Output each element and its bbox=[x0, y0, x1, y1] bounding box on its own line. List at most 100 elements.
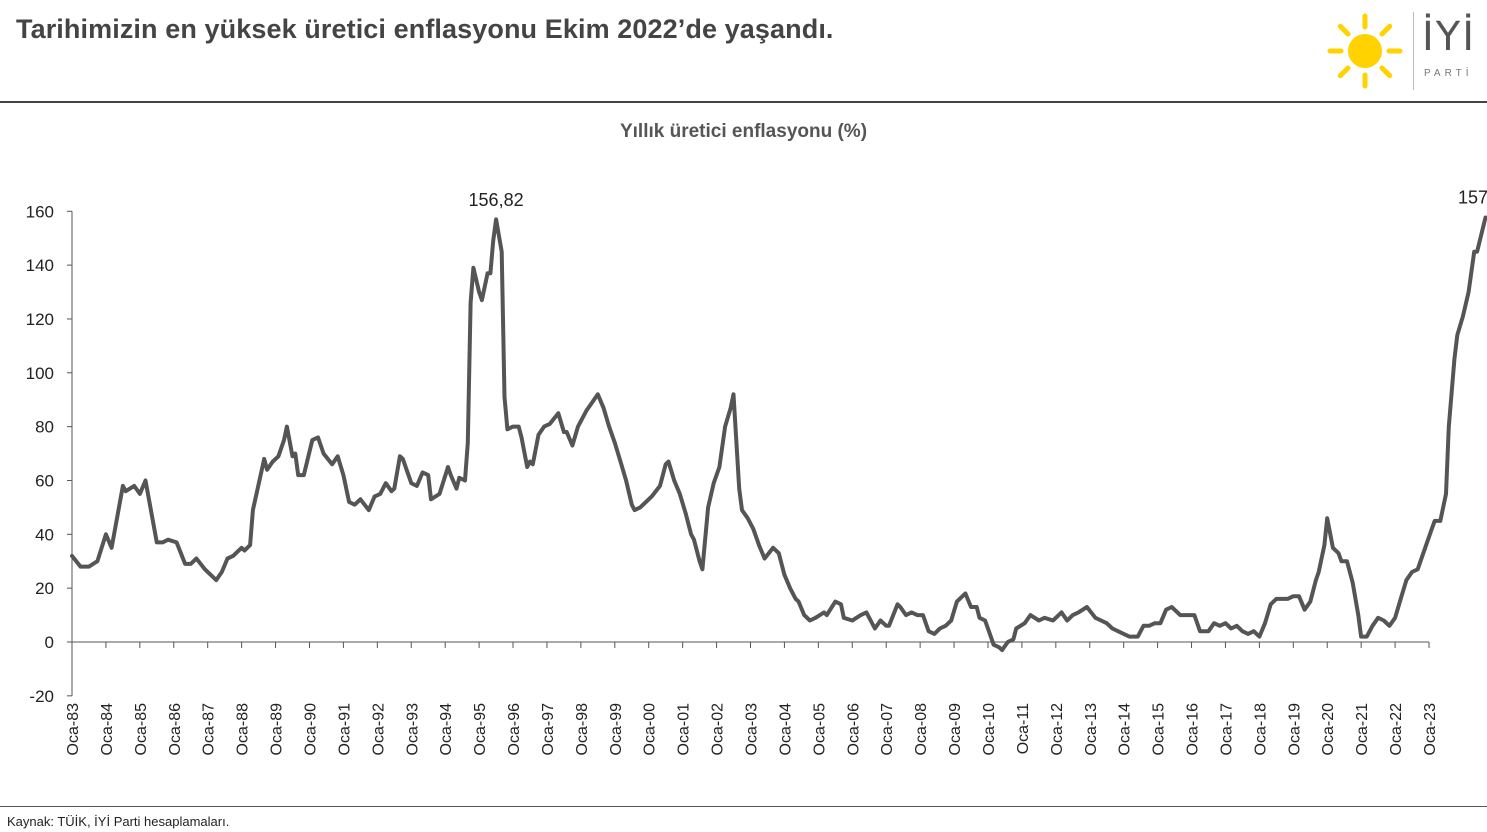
data-point bbox=[1314, 578, 1318, 582]
data-point bbox=[1472, 250, 1476, 254]
data-point bbox=[494, 217, 498, 221]
data-point bbox=[341, 473, 345, 477]
data-point bbox=[421, 470, 425, 474]
data-point bbox=[833, 600, 837, 604]
data-point bbox=[1059, 610, 1064, 615]
data-point bbox=[1421, 551, 1425, 555]
data-point bbox=[1339, 559, 1343, 563]
x-tick-label: Oca-16 bbox=[1185, 703, 1202, 756]
data-point bbox=[160, 540, 165, 545]
data-point bbox=[220, 570, 224, 574]
data-point bbox=[932, 632, 936, 636]
x-tick-label: Oca-14 bbox=[1117, 703, 1134, 756]
header-divider bbox=[0, 101, 1487, 103]
data-point bbox=[884, 624, 888, 628]
data-point bbox=[1286, 597, 1290, 601]
data-point bbox=[194, 556, 198, 561]
y-tick-label: 60 bbox=[35, 471, 54, 490]
data-point bbox=[282, 438, 286, 442]
data-point bbox=[293, 452, 297, 456]
data-point bbox=[839, 602, 843, 606]
data-point bbox=[969, 605, 973, 609]
data-point bbox=[1317, 570, 1321, 574]
peak-label: 156,82 bbox=[469, 190, 524, 210]
data-point bbox=[712, 481, 716, 485]
data-point bbox=[1455, 333, 1459, 337]
x-tick-label: Oca-85 bbox=[133, 703, 150, 756]
data-point bbox=[1184, 613, 1188, 617]
data-point bbox=[471, 266, 475, 270]
data-point bbox=[1336, 551, 1341, 555]
x-tick-label: Oca-88 bbox=[235, 703, 252, 756]
data-point bbox=[601, 406, 606, 410]
data-point bbox=[1297, 594, 1301, 598]
data-point bbox=[488, 271, 492, 275]
data-point bbox=[310, 438, 314, 442]
data-point bbox=[1246, 632, 1250, 636]
data-point bbox=[1164, 608, 1168, 612]
data-point bbox=[921, 613, 925, 617]
sun-ray bbox=[1337, 23, 1351, 37]
data-point bbox=[1071, 613, 1075, 617]
series-group bbox=[70, 215, 1487, 653]
data-point bbox=[138, 492, 142, 496]
x-tick-label: Oca-84 bbox=[99, 703, 116, 756]
data-point bbox=[1345, 559, 1349, 563]
data-point bbox=[873, 626, 877, 631]
data-point bbox=[613, 441, 617, 445]
x-tick-label: Oca-94 bbox=[438, 703, 455, 756]
data-point bbox=[1240, 629, 1244, 633]
data-point bbox=[271, 460, 275, 464]
x-tick-label: Oca-06 bbox=[845, 703, 862, 756]
data-point bbox=[302, 473, 306, 477]
sun-icon bbox=[1327, 13, 1403, 89]
data-point bbox=[689, 532, 693, 536]
data-point bbox=[633, 508, 637, 512]
data-point bbox=[276, 454, 280, 458]
data-point bbox=[797, 600, 801, 604]
x-tick-label: Oca-21 bbox=[1354, 703, 1371, 756]
sun-ray bbox=[1379, 65, 1393, 79]
data-point bbox=[1447, 425, 1451, 429]
data-point bbox=[166, 538, 170, 542]
x-tick-label: Oca-07 bbox=[879, 703, 896, 756]
x-tick-label: Oca-17 bbox=[1218, 703, 1235, 756]
data-point bbox=[1303, 608, 1307, 612]
data-point bbox=[1006, 640, 1010, 644]
data-point bbox=[678, 492, 682, 496]
logo-subtitle: PARTİ bbox=[1424, 68, 1473, 79]
data-point bbox=[378, 492, 382, 496]
data-point bbox=[1037, 618, 1041, 623]
data-point bbox=[511, 425, 515, 429]
data-point bbox=[794, 597, 798, 601]
data-point bbox=[124, 489, 128, 493]
x-tick-label: Oca-03 bbox=[744, 703, 761, 756]
data-point bbox=[842, 616, 846, 620]
data-point bbox=[242, 548, 247, 553]
data-point bbox=[225, 556, 230, 561]
data-point bbox=[1356, 613, 1360, 617]
x-tick-label: Oca-95 bbox=[472, 703, 489, 756]
data-point bbox=[1116, 629, 1120, 633]
data-point bbox=[1351, 581, 1355, 585]
data-point bbox=[607, 425, 611, 429]
data-point bbox=[822, 610, 826, 615]
data-point bbox=[859, 613, 863, 617]
data-point bbox=[175, 540, 179, 545]
y-tick-label: -20 bbox=[29, 687, 54, 706]
data-point bbox=[638, 505, 642, 509]
x-tick-label: Oca-09 bbox=[947, 703, 964, 756]
data-point bbox=[1023, 621, 1027, 625]
data-point bbox=[1076, 610, 1080, 615]
data-point bbox=[409, 481, 413, 485]
data-point bbox=[480, 298, 484, 302]
data-point bbox=[1274, 597, 1278, 601]
x-tick-label: Oca-98 bbox=[574, 703, 591, 756]
data-point bbox=[214, 578, 218, 582]
data-point bbox=[565, 430, 569, 434]
data-point bbox=[977, 616, 982, 620]
data-point bbox=[121, 484, 125, 488]
data-point bbox=[1416, 567, 1420, 571]
data-point bbox=[143, 478, 148, 483]
